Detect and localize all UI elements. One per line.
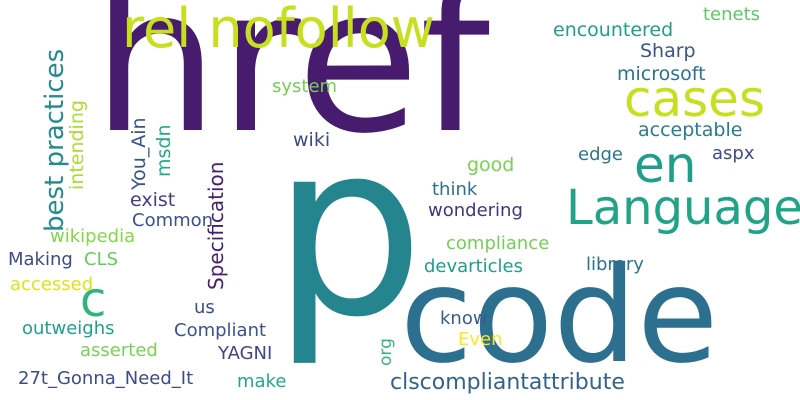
word-sharp: Sharp: [640, 40, 696, 62]
word-encountered: encountered: [553, 19, 674, 41]
word-c: c: [80, 272, 107, 328]
word-msdn: msdn: [153, 124, 175, 177]
word-27t-gonna-need-it: 27t_Gonna_Need_It: [18, 368, 194, 389]
word-href: href: [92, 0, 491, 178]
word-exist: exist: [130, 189, 176, 211]
word-making: Making: [8, 249, 73, 270]
word-edge: edge: [578, 144, 623, 165]
word-rel-nofollow: rel nofollow: [122, 0, 435, 60]
word-en: en: [634, 136, 697, 194]
word-cls: CLS: [84, 249, 119, 270]
word-accessed: accessed: [10, 274, 94, 295]
word-code: code: [400, 239, 719, 393]
word-aspx: aspx: [712, 143, 755, 164]
word-best-practices: best practices: [40, 48, 70, 232]
word-you-ain: You_Ain: [128, 117, 150, 190]
word-wiki: wiki: [293, 129, 331, 151]
word-library: library: [586, 254, 644, 275]
word-acceptable: acceptable: [638, 119, 743, 141]
word-us: us: [194, 297, 215, 318]
word-wikipedia: wikipedia: [50, 226, 136, 247]
word-compliant: Compliant: [174, 320, 267, 341]
word-good: good: [467, 154, 515, 176]
word-think: think: [432, 179, 478, 200]
word-devarticles: devarticles: [424, 256, 523, 277]
word-common: Common: [132, 210, 214, 231]
word-p: p: [272, 90, 425, 370]
word-know: know: [440, 308, 488, 329]
word-intending: intending: [66, 100, 88, 190]
word-yagni: YAGNI: [218, 343, 273, 364]
word-wondering: wondering: [428, 200, 523, 221]
word-system: system: [272, 76, 338, 97]
word-clscompliantattribute: clscompliantattribute: [390, 370, 625, 395]
word-org: org: [376, 338, 396, 366]
word-cases: cases: [624, 70, 765, 128]
word-make: make: [237, 371, 287, 392]
word-microsoft: microsoft: [617, 63, 706, 85]
word-language: Language: [566, 180, 800, 236]
word-even: Even: [458, 329, 503, 350]
word-tenets: tenets: [703, 4, 761, 25]
word-compliance: compliance: [446, 233, 550, 254]
word-asserted: asserted: [80, 340, 158, 361]
word-outweighs: outweighs: [22, 318, 115, 339]
